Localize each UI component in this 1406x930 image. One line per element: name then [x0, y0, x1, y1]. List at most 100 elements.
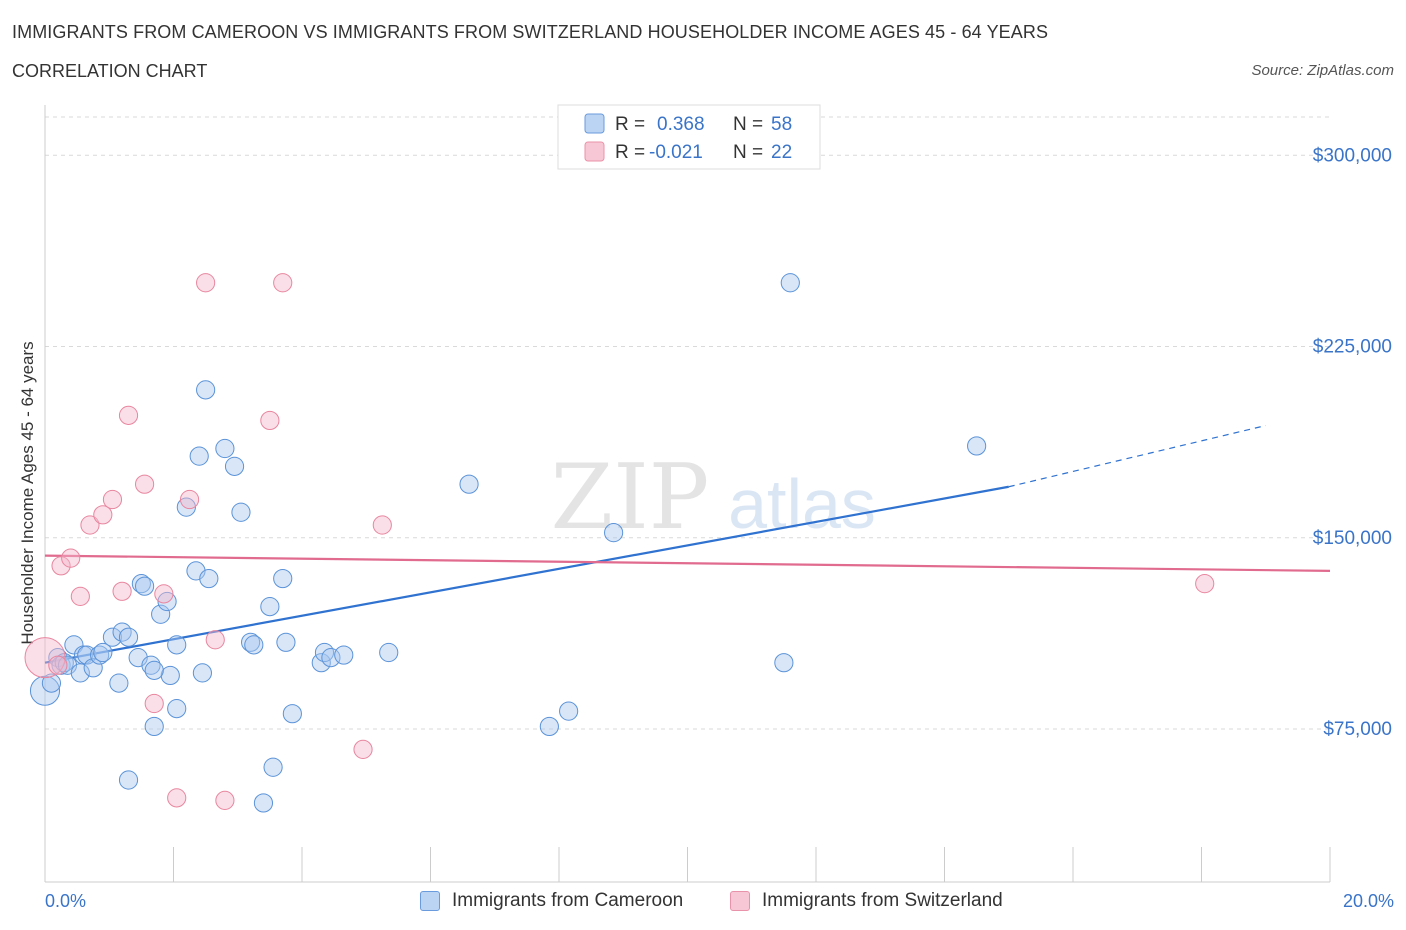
point-cameroon-21	[144, 716, 164, 737]
point-switzerland-22	[1195, 574, 1215, 594]
point-cameroon-42	[276, 632, 296, 652]
point-cameroon-14	[109, 673, 129, 693]
y-tick-label-0: $75,000	[1323, 719, 1392, 740]
point-cameroon-10	[83, 658, 103, 678]
point-cameroon-50	[118, 770, 139, 790]
point-cameroon-54	[774, 653, 794, 673]
point-cameroon-36	[241, 632, 261, 652]
point-cameroon-31	[196, 380, 216, 400]
point-cameroon-6	[64, 635, 84, 655]
legend-r-value-cameroon: 0.368	[657, 114, 705, 135]
point-switzerland-8	[112, 581, 132, 601]
point-cameroon-29	[189, 446, 209, 466]
point-switzerland-13	[167, 788, 187, 808]
point-cameroon-12	[93, 642, 113, 663]
point-cameroon-33	[215, 438, 235, 459]
legend-n-label-switzerland: N =	[733, 142, 763, 163]
point-switzerland-10	[134, 474, 155, 494]
point-cameroon-46	[321, 648, 341, 668]
legend-swatch-cameroon	[584, 113, 605, 134]
watermark-atlas: atlas	[728, 465, 876, 543]
point-cameroon-45	[314, 642, 335, 663]
point-switzerland-11	[144, 693, 164, 714]
point-cameroon-47	[334, 645, 354, 665]
point-cameroon-11	[90, 645, 110, 665]
watermark: ZIP atlas	[551, 445, 876, 550]
y-tick-label-3: $300,000	[1313, 145, 1392, 166]
point-switzerland-6	[93, 505, 113, 525]
point-switzerland-21	[372, 515, 392, 535]
legend-n-value-switzerland: 22	[771, 142, 792, 163]
point-cameroon-27	[176, 497, 196, 517]
point-cameroon-56	[967, 436, 987, 456]
point-switzerland-7	[102, 489, 123, 510]
source-label: Source: ZipAtlas.com	[1251, 62, 1394, 79]
point-switzerland-2	[51, 556, 71, 576]
point-cameroon-35	[231, 502, 251, 522]
point-cameroon-40	[263, 757, 283, 777]
point-cameroon-23	[157, 591, 177, 612]
point-switzerland-1	[48, 655, 68, 675]
trend-lines	[44, 424, 1331, 664]
grid-lines	[45, 116, 1330, 730]
legend-label-cameroon: Immigrants from Cameroon	[452, 890, 684, 911]
point-cameroon-57	[144, 660, 164, 680]
y-tick-labels: $75,000 $150,000 $225,000 $300,000	[1313, 145, 1392, 740]
point-switzerland-4	[70, 586, 90, 606]
point-switzerland-15	[196, 273, 216, 293]
data-points	[24, 273, 1215, 813]
point-cameroon-37	[244, 635, 264, 655]
legend-swatch-switzerland	[584, 141, 605, 162]
point-switzerland-5	[80, 515, 100, 535]
legend-r-value-switzerland: -0.021	[649, 142, 703, 163]
point-cameroon-25	[167, 635, 187, 655]
watermark-zip: ZIP	[551, 445, 710, 550]
point-cameroon-52	[559, 701, 579, 721]
point-cameroon-16	[118, 627, 139, 647]
chart-title: IMMIGRANTS FROM CAMEROON VS IMMIGRANTS F…	[12, 22, 1049, 42]
legend-item-cameroon: Immigrants from Cameroon	[420, 890, 683, 912]
point-cameroon-15	[112, 622, 132, 642]
point-cameroon-18	[131, 574, 151, 594]
point-cameroon-20	[141, 655, 161, 675]
point-cameroon-55	[780, 273, 800, 293]
y-tick-label-1: $150,000	[1313, 528, 1392, 549]
point-cameroon-19	[134, 576, 155, 596]
point-switzerland-3	[61, 548, 81, 568]
point-switzerland-19	[273, 273, 293, 293]
point-cameroon-38	[253, 793, 274, 813]
trend-line-switzerland	[44, 554, 1331, 572]
point-cameroon-13	[102, 627, 123, 647]
point-cameroon-43	[282, 704, 302, 724]
x-tick-max: 20.0%	[1342, 891, 1394, 911]
legend-item-switzerland: Immigrants from Switzerland	[730, 890, 1003, 912]
point-switzerland-12	[154, 584, 174, 604]
point-cameroon-41	[273, 568, 293, 589]
legend-n-label-cameroon: N =	[733, 114, 763, 135]
point-cameroon-1	[41, 673, 62, 693]
point-switzerland-9	[118, 405, 139, 425]
legend-swatch-cameroon-bottom	[420, 891, 440, 911]
legend-bottom: Immigrants from Cameroon Immigrants from…	[0, 890, 1406, 916]
point-switzerland-16	[205, 630, 225, 650]
point-switzerland-18	[260, 410, 280, 431]
y-tick-label-2: $225,000	[1313, 337, 1392, 358]
legend-r-label-switzerland: R =	[615, 142, 645, 163]
legend-top: R = 0.368 N = 58 R = -0.021 N = 22	[557, 104, 821, 170]
trend-line-extension-cameroon	[1008, 424, 1266, 488]
x-tick-min: 0.0%	[45, 891, 87, 911]
point-cameroon-24	[160, 665, 180, 686]
point-switzerland-17	[215, 790, 235, 810]
legend-r-label-cameroon: R =	[615, 114, 645, 135]
legend-n-value-cameroon: 58	[771, 114, 792, 135]
point-cameroon-22	[151, 604, 171, 624]
point-cameroon-39	[260, 597, 280, 617]
point-cameroon-44	[311, 653, 331, 673]
point-cameroon-32	[199, 568, 219, 589]
legend-swatch-switzerland-bottom	[730, 891, 750, 911]
point-cameroon-30	[192, 663, 213, 683]
trend-line-cameroon	[44, 485, 1009, 664]
point-cameroon-51	[539, 716, 559, 737]
point-switzerland-0	[24, 637, 66, 679]
